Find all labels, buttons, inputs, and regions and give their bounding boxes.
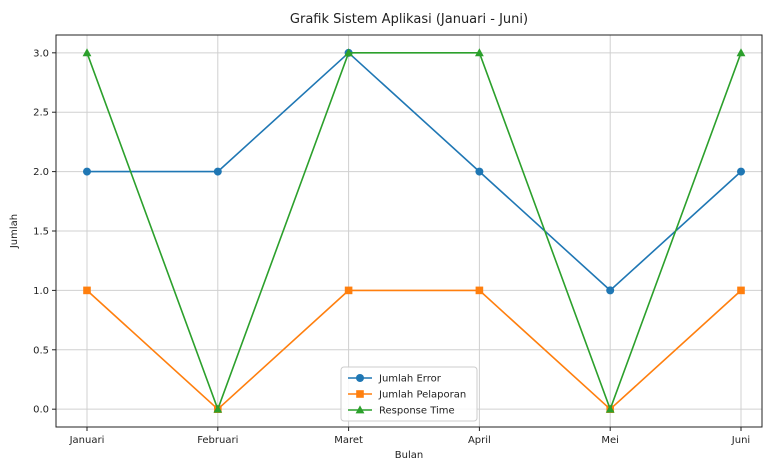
y-tick-label: 1.5 [33, 227, 49, 238]
data-point [737, 286, 745, 295]
data-point [606, 286, 615, 295]
series-3 [82, 48, 746, 413]
x-tick-label: Maret [334, 435, 363, 446]
x-tick-label: Februari [197, 435, 238, 446]
data-point [475, 286, 484, 295]
data-point [82, 48, 92, 57]
y-tick-label: 3.0 [33, 48, 49, 59]
series-line [87, 52, 742, 292]
data-point [83, 286, 91, 295]
legend-label: Jumlah Error [378, 374, 442, 385]
y-tick-label: 2.0 [33, 167, 49, 178]
legend: Jumlah Error Jumlah Pelaporan Response Tim… [340, 366, 478, 422]
legend-entry: Jumlah Pelaporan [348, 390, 466, 401]
legend-marker [356, 390, 364, 398]
data-point [475, 48, 484, 57]
data-point [213, 167, 222, 176]
y-tick-label: 0.0 [33, 405, 49, 416]
x-tick-label: April [468, 435, 491, 446]
data-point [737, 167, 745, 176]
legend-label: Response Time [379, 406, 455, 417]
data-point [475, 167, 484, 176]
x-tick-label: Mei [601, 435, 619, 446]
data-point [344, 48, 353, 57]
y-tick-label: 0.5 [33, 345, 49, 356]
data-point [344, 286, 353, 295]
x-tick-label: Januari [69, 435, 105, 446]
data-point [605, 404, 615, 413]
series-lines [82, 48, 746, 413]
data-point [736, 48, 746, 57]
legend-entry: Jumlah Error [348, 374, 442, 385]
legend-marker [356, 374, 364, 382]
x-tick-label: Juni [731, 435, 750, 446]
chart-title: Grafik Sistem Aplikasi (Januari - Juni) [290, 12, 528, 27]
legend-entry: Response Time [348, 405, 455, 417]
data-point [213, 404, 223, 413]
data-point [83, 167, 91, 176]
legend-marker [355, 405, 365, 414]
y-axis-label: Jumlah [9, 214, 20, 249]
x-axis-ticks: Januari Februari Maret April Mei Juni [69, 427, 750, 446]
legend-label: Jumlah Pelaporan [378, 390, 466, 401]
y-tick-label: 1.0 [33, 286, 49, 297]
legend-box [340, 366, 478, 422]
series-line [86, 52, 742, 410]
series-line [86, 289, 742, 410]
series-1 [83, 48, 745, 295]
y-tick-label: 2.5 [33, 108, 49, 119]
y-axis-ticks: 0.0 0.5 1.0 1.5 2.0 2.5 3.0 [33, 48, 56, 416]
x-axis-label: Bulan [395, 450, 423, 459]
